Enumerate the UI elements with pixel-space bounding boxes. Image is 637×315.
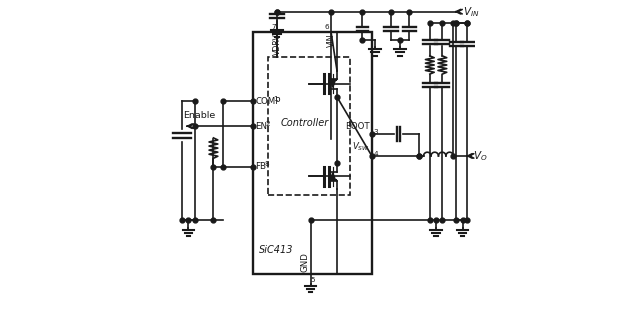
Text: EN: EN [255, 122, 267, 131]
Text: GND: GND [300, 252, 309, 272]
Bar [253, 32, 372, 273]
Text: 2: 2 [265, 121, 270, 127]
Text: BOOT: BOOT [346, 122, 370, 131]
Text: 7: 7 [271, 24, 276, 30]
Bar [268, 57, 350, 195]
Text: 4: 4 [373, 151, 378, 157]
Text: $V_O$: $V_O$ [473, 149, 488, 163]
Text: 3: 3 [373, 129, 378, 135]
Text: FB: FB [255, 163, 266, 171]
Text: $V_{IN}$: $V_{IN}$ [462, 5, 479, 19]
Text: VIN: VIN [327, 34, 336, 47]
Text: 8: 8 [264, 161, 269, 167]
Polygon shape [330, 80, 336, 87]
Text: 1: 1 [273, 95, 278, 101]
Text: 6: 6 [325, 24, 329, 30]
Text: VDRV: VDRV [273, 34, 282, 55]
Text: COMP: COMP [255, 97, 280, 106]
Text: SiC413: SiC413 [259, 245, 294, 255]
Text: $V_{SW}$: $V_{SW}$ [352, 140, 370, 153]
Text: Enable: Enable [183, 112, 215, 121]
Text: 5: 5 [311, 277, 315, 283]
Text: Controller: Controller [280, 118, 329, 128]
Polygon shape [330, 173, 336, 180]
